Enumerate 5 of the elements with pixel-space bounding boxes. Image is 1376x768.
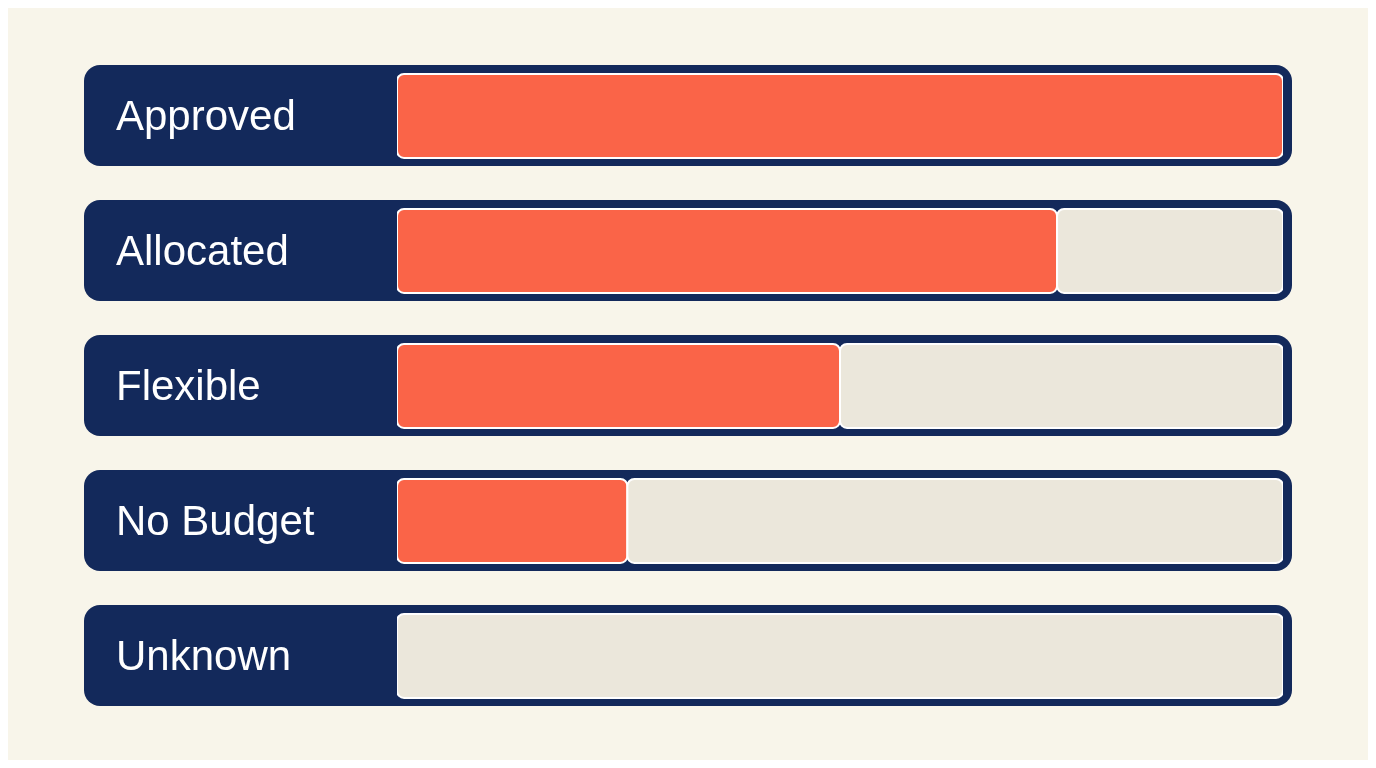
y-tick-label: Flexible (116, 362, 261, 409)
y-tick-label: No Budget (116, 497, 315, 544)
y-tick-label: Allocated (116, 227, 289, 274)
y-tick-label: Approved (116, 92, 296, 139)
y-tick-label: Unknown (116, 632, 292, 679)
